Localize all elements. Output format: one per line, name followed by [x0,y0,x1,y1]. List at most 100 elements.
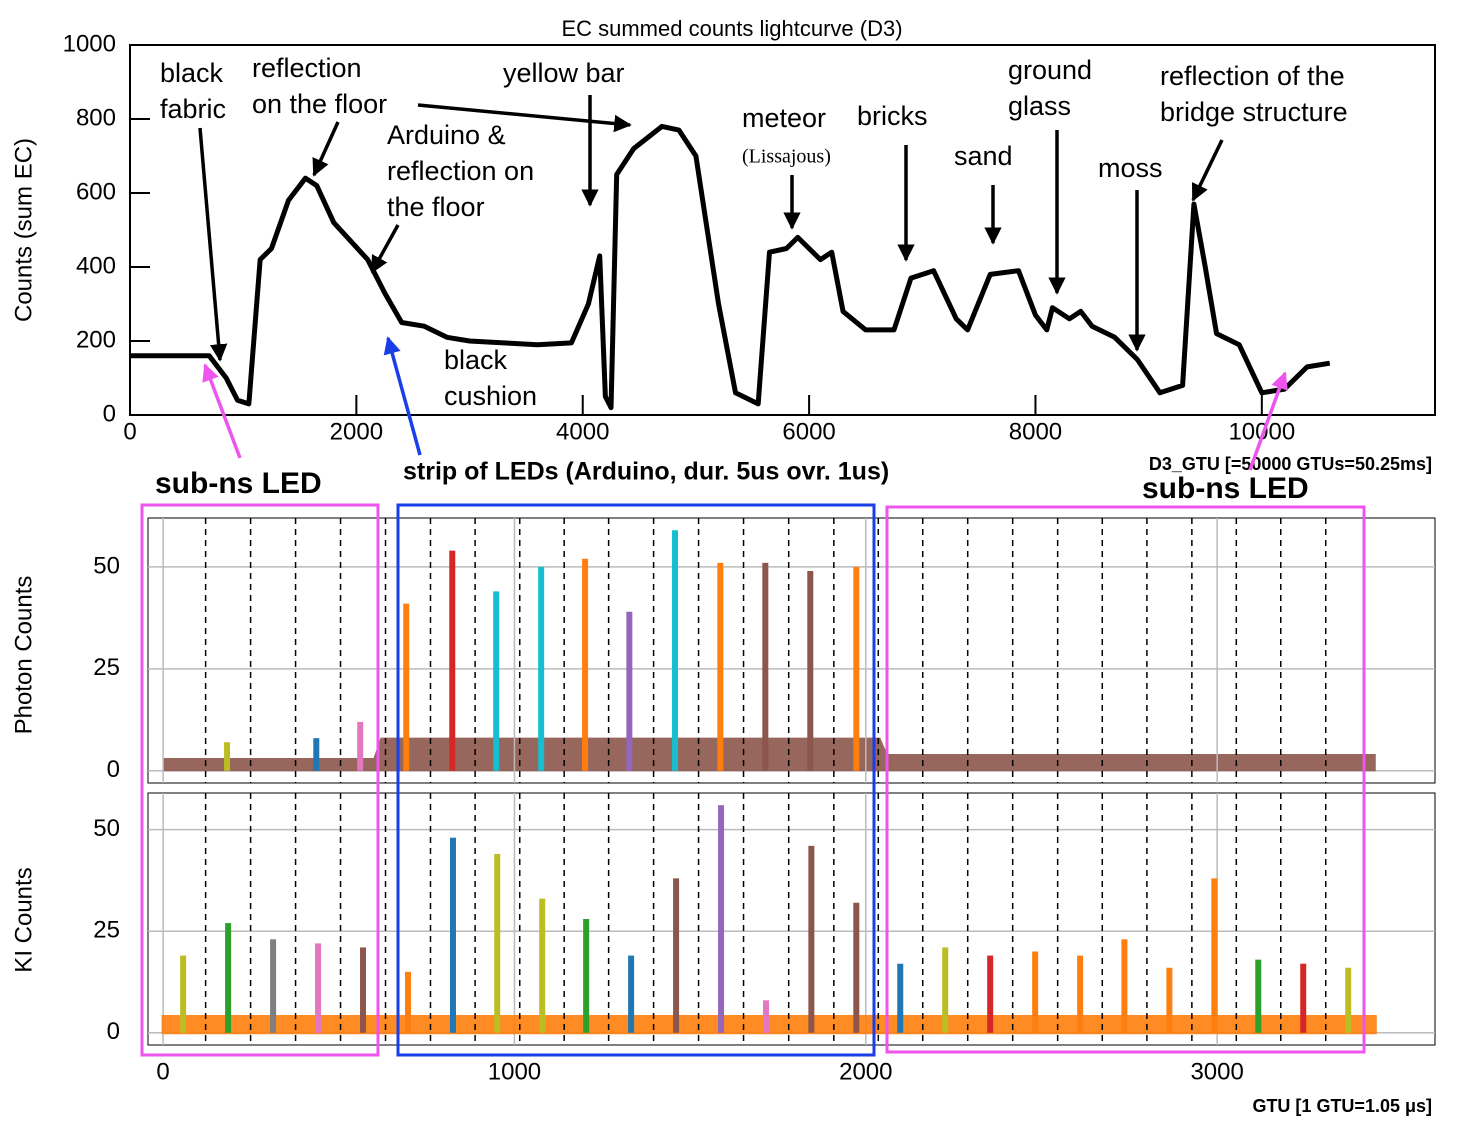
frame [140,503,380,1057]
y-tick-label: 400 [76,252,116,279]
x-tick-label: 1000 [488,1058,541,1085]
annotation: strip of LEDs (Arduino, dur. 5us ovr. 1u… [403,458,889,486]
chart-title: EC summed counts lightcurve (D3) [561,16,902,41]
frame [885,505,1366,1054]
annotation: glass [1008,91,1071,121]
annotation: Arduino & [387,120,506,150]
y-tick-label: 1000 [63,30,116,57]
annotation: sand [954,141,1013,171]
x-tick-label: 6000 [782,418,835,445]
annotation: ground [1008,55,1092,85]
spike [626,611,633,771]
spike [1077,955,1084,1033]
spike [717,562,724,771]
spike [583,919,590,1033]
spike [762,562,769,771]
annotation: bridge structure [1160,97,1348,127]
spike [853,902,860,1033]
arrow [1191,139,1224,202]
spike [403,603,410,771]
spike [405,971,411,1033]
spike [539,898,546,1033]
frame [396,503,876,1057]
y-tick-label: 0 [107,1018,120,1045]
plot-area [129,44,1436,416]
spike [270,939,277,1033]
spike [357,721,364,771]
spike [225,923,232,1033]
spike [897,963,904,1033]
x-axis-label: D3_GTU [=50000 GTUs=50.25ms] [1149,454,1432,474]
spike [987,955,994,1033]
spike [853,566,860,771]
spike [1166,967,1173,1033]
x-tick-label: 2000 [330,418,383,445]
spike [807,571,814,771]
annotation: bricks [857,101,928,131]
spike [808,845,815,1033]
annotation: meteor [742,103,826,133]
annotation: reflection on [387,156,534,186]
spike [1032,951,1039,1033]
x-tick-label: 4000 [556,418,609,445]
spike [315,943,322,1033]
spike [1121,939,1128,1033]
annotation: on the floor [252,89,387,119]
line [130,123,1331,411]
x-tick-label: 0 [123,418,136,445]
x-tick-label: 3000 [1190,1058,1243,1085]
spike [494,853,501,1033]
y-tick-label: 200 [76,326,116,353]
annotation: yellow bar [503,58,625,88]
x-tick-label: 2000 [839,1058,892,1085]
annotation: fabric [160,94,226,124]
annotation: black [160,58,224,88]
annotation: sub-ns LED [155,467,322,500]
annotation: reflection [252,53,362,83]
y-tick-label: 50 [93,552,120,579]
annotation: (Lissajous) [742,146,831,168]
arrow [417,103,632,133]
y-tick-label: 0 [103,400,116,427]
spike [1345,967,1352,1033]
arrow [383,336,422,456]
spike [628,955,635,1033]
arrow [198,127,228,362]
spike [582,558,589,771]
annotation: black [444,345,508,375]
y-axis-label: KI Counts [10,867,37,972]
frames [140,503,1366,1057]
y-tick-label: 600 [76,178,116,205]
spike [180,955,187,1033]
spike [449,837,456,1033]
x-tick-label: 0 [156,1058,169,1085]
arrow [370,224,400,274]
arrows [198,95,1288,471]
x-axis-label: GTU [1 GTU=1.05 μs] [1252,1096,1432,1116]
spike [718,805,725,1033]
arrow [1248,371,1288,471]
spike [493,591,500,771]
spike [224,742,231,771]
annotation: moss [1098,153,1163,183]
spike [763,1000,770,1033]
annotation: sub-ns LED [1142,472,1309,505]
spike [538,566,545,771]
y-tick-label: 800 [76,104,116,131]
y-tick-label: 50 [93,815,120,842]
y-axis-label: Photon Counts [10,576,37,735]
spike [1211,878,1218,1033]
spike [313,738,320,771]
background [161,1015,1377,1035]
spike [942,947,949,1033]
arrow [202,363,242,459]
spike [673,878,680,1033]
spike [1300,963,1307,1033]
spike [1255,959,1262,1033]
arrow [312,121,340,177]
spike [672,530,679,771]
annotation: cushion [444,381,537,411]
spike [360,947,367,1033]
